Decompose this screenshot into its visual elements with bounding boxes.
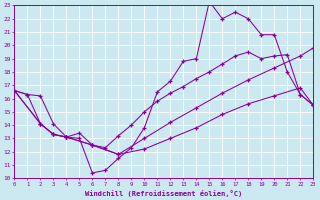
X-axis label: Windchill (Refroidissement éolien,°C): Windchill (Refroidissement éolien,°C): [85, 190, 243, 197]
